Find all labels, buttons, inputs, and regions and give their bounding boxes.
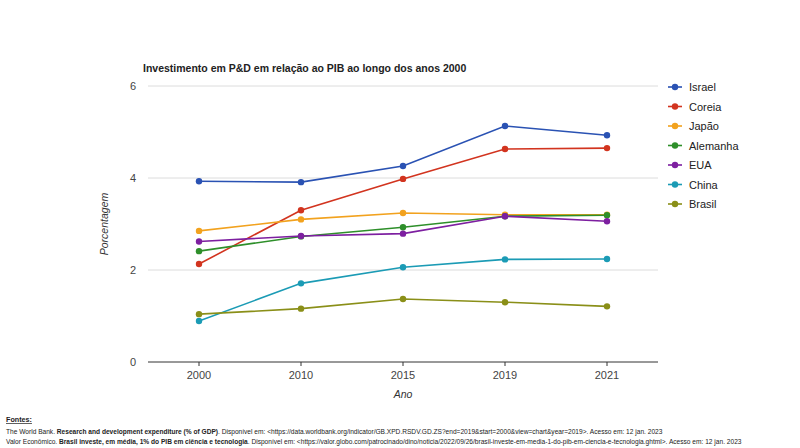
source-rest: . Disponível em: <https://data.worldbank…	[218, 428, 663, 436]
y-tick-label: 0	[130, 356, 136, 368]
point	[604, 145, 610, 151]
point	[298, 280, 304, 286]
point	[502, 213, 508, 219]
point	[298, 216, 304, 222]
legend-marker	[672, 181, 678, 187]
x-tick-label: 2000	[187, 369, 211, 381]
plot-area	[196, 123, 610, 324]
source-line: Valor Econômico. Brasil investe, em médi…	[6, 438, 742, 446]
series-line	[199, 215, 607, 251]
point	[604, 256, 610, 262]
y-axis-label: Porcentagem	[98, 193, 110, 256]
point	[196, 261, 202, 267]
point	[196, 228, 202, 234]
point	[502, 123, 508, 129]
legend-marker	[672, 201, 678, 207]
point	[400, 163, 406, 169]
point	[298, 207, 304, 213]
source-title: Research and development expenditure (% …	[57, 428, 218, 436]
x-tick-label: 2015	[391, 369, 415, 381]
x-axis-label: Ano	[393, 388, 413, 400]
legend-marker	[672, 103, 678, 109]
legend-label: Coreia	[689, 101, 722, 113]
x-tick-label: 2019	[493, 369, 517, 381]
legend-marker	[672, 142, 678, 148]
legend-marker	[672, 84, 678, 90]
legend-label: Japão	[689, 120, 719, 132]
point	[502, 256, 508, 262]
point	[400, 210, 406, 216]
legend-label: Israel	[689, 81, 716, 93]
x-tick	[199, 362, 200, 366]
x-tick	[505, 362, 506, 366]
source-author: The World Bank.	[6, 428, 57, 435]
point	[604, 303, 610, 309]
source-rest: . Disponível em: <https://valor.globo.co…	[248, 438, 742, 446]
title: Investimento em P&D em relação ao PIB ao…	[143, 62, 466, 74]
y-tick-label: 6	[130, 80, 136, 92]
point	[298, 233, 304, 239]
legend-marker	[672, 123, 678, 129]
point	[196, 248, 202, 254]
source-title: Brasil investe, em média, 1% do PIB em c…	[59, 438, 248, 446]
series-line	[199, 216, 607, 241]
point	[196, 318, 202, 324]
point	[400, 176, 406, 182]
y-tick-label: 2	[130, 264, 136, 276]
source-line: The World Bank. Research and development…	[6, 428, 663, 436]
x-tick	[403, 362, 404, 366]
legend-label: Brasil	[689, 198, 717, 210]
legend-marker	[672, 162, 678, 168]
point	[196, 178, 202, 184]
y-tick-label: 4	[130, 172, 136, 184]
point	[298, 179, 304, 185]
legend-label: Alemanha	[689, 140, 739, 152]
point	[196, 311, 202, 317]
point	[400, 264, 406, 270]
point	[196, 238, 202, 244]
point	[604, 212, 610, 218]
point	[400, 296, 406, 302]
sources-label: Fontes:	[6, 415, 32, 424]
series-line	[199, 126, 607, 182]
point	[604, 218, 610, 224]
x-tick-label: 2010	[289, 369, 313, 381]
point	[604, 132, 610, 138]
point	[502, 146, 508, 152]
chart: Investimento em P&D em relação ao PIB ao…	[0, 0, 800, 448]
x-tick	[301, 362, 302, 366]
series-line	[199, 148, 607, 264]
grid-line	[148, 86, 658, 87]
series-line	[199, 259, 607, 321]
point	[502, 213, 508, 219]
x-tick	[607, 362, 608, 366]
point	[298, 305, 304, 311]
source-author: Valor Econômico.	[6, 438, 59, 445]
x-tick-label: 2021	[595, 369, 619, 381]
legend-label: China	[689, 179, 719, 191]
point	[502, 299, 508, 305]
point	[400, 230, 406, 236]
legend-label: EUA	[689, 159, 712, 171]
point	[298, 233, 304, 239]
point	[604, 212, 610, 218]
point	[400, 224, 406, 230]
